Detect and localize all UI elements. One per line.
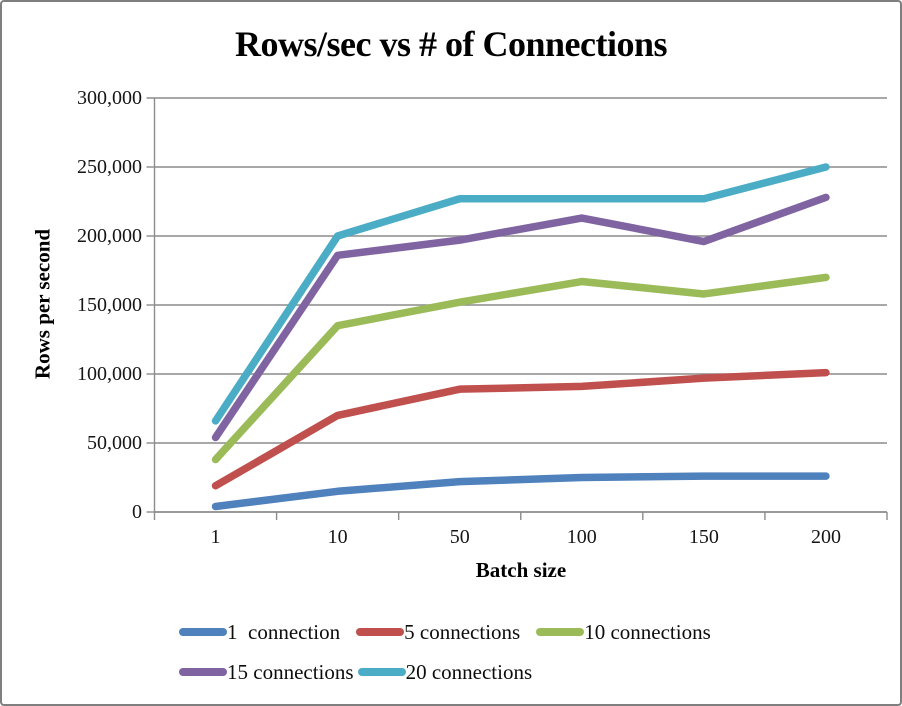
x-axis-tick-label: 1	[210, 526, 221, 548]
x-axis-tick-label: 150	[688, 526, 719, 548]
y-axis-tick-label: 100,000	[77, 363, 142, 385]
x-axis-tick-label: 10	[327, 526, 348, 548]
legend-item: 1 connection	[179, 619, 340, 645]
y-axis-tick-label: 300,000	[77, 87, 142, 109]
legend-row: 1 connection 5 connections 10 connections	[179, 619, 711, 645]
legend-item: 10 connections	[536, 619, 711, 645]
y-axis-tick-label: 50,000	[87, 432, 142, 454]
series-line	[211, 163, 830, 425]
legend-swatch	[179, 668, 227, 676]
legend-item: 15 connections	[179, 659, 354, 685]
x-axis-title: Batch size	[475, 558, 567, 582]
legend-swatch	[357, 668, 406, 676]
legend-row: 15 connections 20 connections	[179, 659, 711, 685]
legend-item: 5 connections	[356, 619, 520, 645]
y-axis-title: Rows per second	[30, 228, 55, 380]
legend-label: 5 connections	[404, 620, 521, 644]
legend-label: 15 connections	[227, 660, 354, 684]
legend-swatch	[536, 628, 585, 636]
series-line	[211, 193, 830, 442]
y-axis-tick-label: 150,000	[77, 294, 142, 316]
legend-swatch	[356, 628, 405, 636]
chart-title: Rows/sec vs # of Connections	[235, 24, 668, 64]
y-axis-tick-label: 250,000	[77, 156, 142, 178]
legend-label: 20 connections	[405, 660, 533, 684]
legend-item: 20 connections	[357, 659, 533, 685]
y-axis-tick-label: 0	[132, 501, 142, 523]
x-axis-tick-label: 100	[566, 526, 597, 548]
x-axis-tick-label: 200	[810, 526, 841, 548]
legend-swatch	[179, 628, 227, 636]
series-line	[211, 368, 830, 490]
legend: 1 connection 5 connections 10 connections 1…	[179, 619, 711, 685]
legend-label: 1 connection	[227, 620, 341, 644]
series-line	[211, 472, 830, 511]
x-axis-tick-label: 50	[449, 526, 470, 548]
legend-label: 10 connections	[584, 620, 711, 644]
y-axis-tick-label: 200,000	[77, 225, 142, 247]
series-line	[211, 273, 830, 464]
